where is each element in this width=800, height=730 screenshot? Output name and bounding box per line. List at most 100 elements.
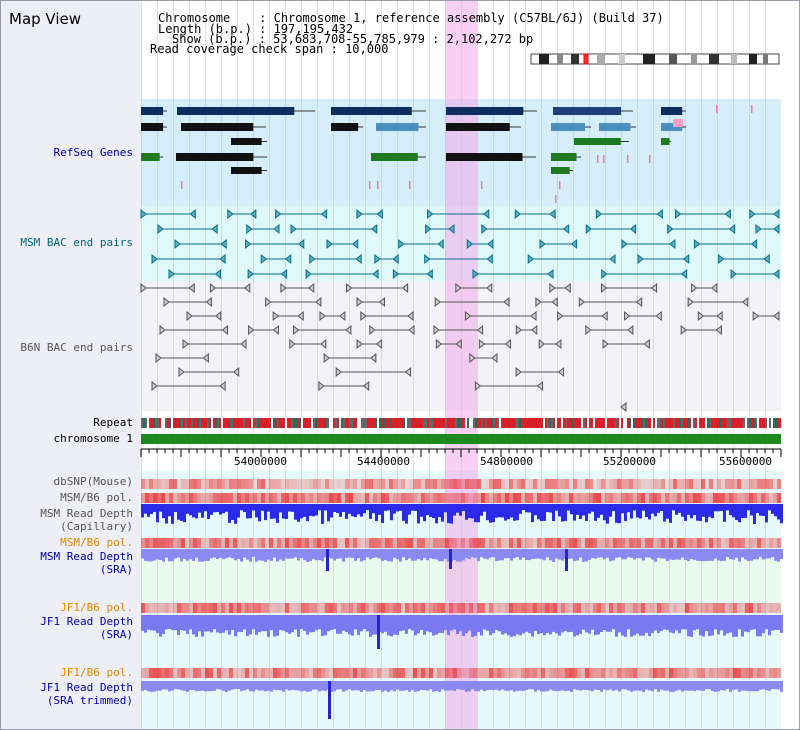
depth-bar — [459, 549, 462, 562]
position-axis — [140, 448, 782, 457]
msm-bac-track[interactable] — [140, 206, 781, 281]
jf1-depth-trim-label[interactable]: JF1 Read Depth — [40, 681, 133, 694]
heat-cell — [677, 668, 681, 678]
depth-bar — [660, 615, 663, 631]
repeat-element — [351, 418, 353, 428]
jf1-sra-depth-plot[interactable] — [141, 615, 783, 651]
b6n-bac-track[interactable] — [140, 281, 781, 413]
repeat-element — [647, 418, 649, 428]
refseq-genes-label[interactable]: RefSeq Genes — [53, 146, 133, 159]
depth-bar — [603, 504, 606, 521]
depth-bar — [396, 681, 399, 690]
repeat-element — [575, 418, 577, 428]
depth-bar — [336, 615, 339, 634]
depth-bar — [495, 549, 498, 562]
heat-cell — [713, 538, 717, 548]
msm-bac-label[interactable]: MSM BAC end pairs — [20, 236, 133, 249]
repeat-element — [333, 418, 335, 428]
heat-cell — [577, 479, 581, 489]
depth-bar — [555, 681, 558, 692]
heat-cell — [729, 493, 733, 503]
jf1-b6-pol-2-heat-strip[interactable] — [141, 668, 781, 678]
msm-b6-pol-2-label[interactable]: MSM/B6 pol. — [60, 536, 133, 549]
gene-exon — [574, 138, 621, 145]
dbsnp-heat-strip[interactable] — [141, 479, 781, 489]
dbsnp-label[interactable]: dbSNP(Mouse) — [53, 475, 133, 488]
jf1-b6-pol-2-label[interactable]: JF1/B6 pol. — [60, 666, 133, 679]
heat-cell — [633, 479, 637, 489]
repeat-element — [239, 418, 241, 428]
heat-cell — [397, 603, 401, 613]
refseq-genes-track[interactable] — [141, 99, 781, 206]
heat-cell — [169, 668, 173, 678]
heat-cell — [237, 479, 241, 489]
depth-bar — [735, 504, 738, 521]
depth-bar — [339, 549, 342, 559]
repeat-element — [717, 418, 719, 428]
depth-bar — [501, 504, 504, 518]
bac-end-marker — [326, 238, 333, 250]
heat-cell — [241, 668, 245, 678]
depth-bar — [255, 681, 258, 690]
heat-cell — [325, 603, 329, 613]
heat-cell — [697, 479, 701, 489]
msm-sra-depth-plot[interactable] — [141, 549, 783, 573]
depth-bar — [378, 681, 381, 690]
heat-cell — [381, 493, 385, 503]
msm-b6-pol-label[interactable]: MSM/B6 pol. — [60, 491, 133, 504]
jf1-b6-pol-heat-strip[interactable] — [141, 603, 781, 613]
repeat-element — [473, 418, 475, 428]
heat-cell — [181, 479, 185, 489]
repeat-element — [643, 418, 645, 428]
depth-bar — [315, 681, 318, 690]
repeat-element — [361, 418, 363, 428]
heat-cell — [625, 493, 629, 503]
depth-bar — [774, 504, 777, 517]
heat-cell — [289, 668, 293, 678]
msm-b6-pol-2-heat-strip[interactable] — [141, 538, 781, 548]
depth-bar — [381, 615, 384, 634]
msm-b6-pol-heat-strip[interactable] — [141, 493, 781, 503]
repeat-element — [379, 418, 381, 428]
heat-cell — [661, 538, 665, 548]
heat-cell — [761, 538, 765, 548]
heat-cell — [525, 538, 529, 548]
b6n-bac-label[interactable]: B6N BAC end pairs — [20, 341, 133, 354]
msm-capillary-depth-plot[interactable] — [141, 504, 783, 528]
depth-bar — [246, 615, 249, 637]
msm-depth-cap-label[interactable]: MSM Read Depth — [40, 507, 133, 520]
heat-cell — [649, 603, 653, 613]
bac-end-marker — [426, 268, 433, 280]
gene-exon — [661, 107, 683, 115]
heat-cell — [265, 479, 269, 489]
heat-cell — [461, 668, 465, 678]
heat-cell — [553, 603, 557, 613]
repeat-element — [167, 418, 169, 428]
chromosome-ideogram[interactable] — [530, 53, 781, 65]
depth-bar — [702, 615, 705, 637]
depth-bar — [168, 504, 171, 517]
depth-bar — [681, 549, 684, 558]
depth-bar — [723, 681, 726, 691]
repeat-element — [541, 418, 543, 428]
heat-cell — [501, 493, 505, 503]
heat-cell — [301, 668, 305, 678]
heat-cell — [585, 479, 589, 489]
depth-bar — [321, 681, 324, 691]
depth-bar — [714, 681, 717, 692]
jf1-depth-sra-label[interactable]: JF1 Read Depth — [40, 615, 133, 628]
depth-bar — [171, 549, 174, 562]
msm-depth-sra-label[interactable]: MSM Read Depth — [40, 550, 133, 563]
jf1-trimmed-depth-plot[interactable] — [141, 681, 783, 721]
depth-bar — [330, 504, 333, 518]
repeat-element — [217, 418, 219, 428]
depth-bar — [549, 549, 552, 561]
gene-exon — [553, 107, 621, 115]
heat-cell — [157, 479, 161, 489]
jf1-b6-pol-label[interactable]: JF1/B6 pol. — [60, 601, 133, 614]
heat-cell — [473, 479, 477, 489]
depth-bar — [282, 681, 285, 692]
heat-cell — [773, 668, 777, 678]
repeat-element — [547, 418, 549, 428]
repeat-element — [187, 418, 189, 428]
